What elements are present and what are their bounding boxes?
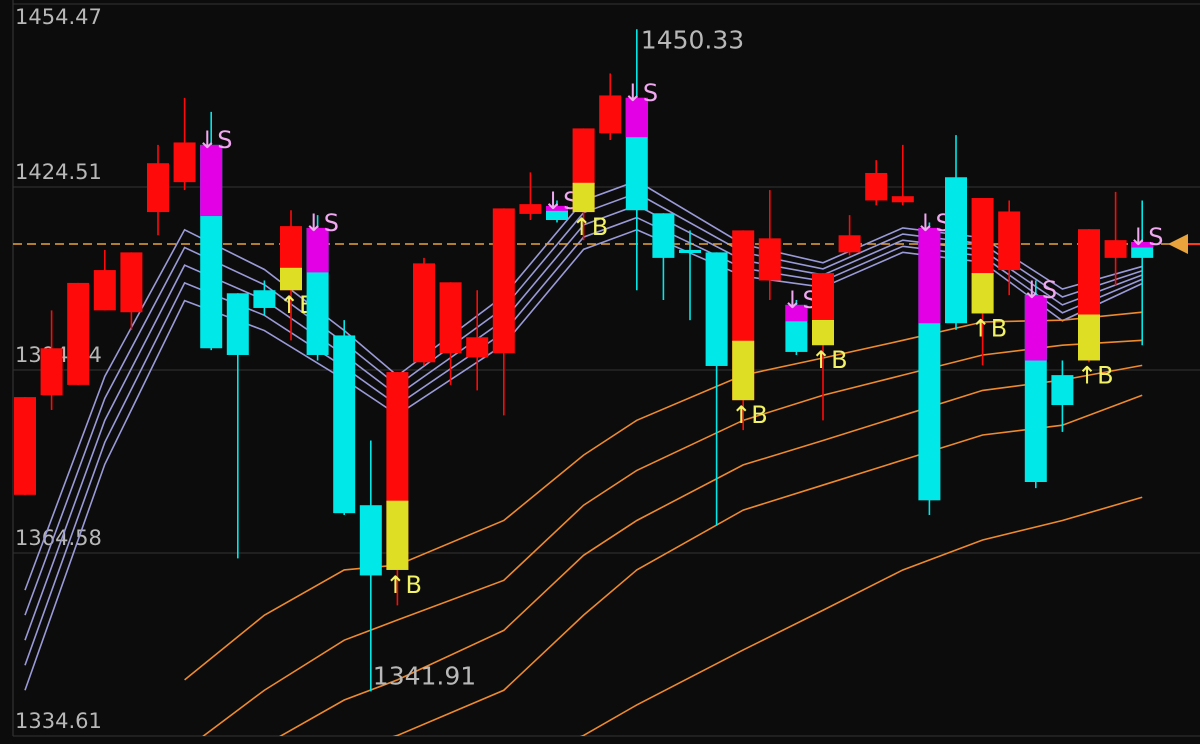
sell-highlight	[918, 227, 941, 324]
sell-highlight	[625, 97, 648, 138]
low-annotation: 1341.91	[373, 661, 476, 690]
candle-body	[439, 282, 462, 354]
candle-body	[492, 208, 515, 354]
buy-highlight	[386, 500, 409, 570]
moving-average-line	[279, 364, 1143, 736]
buy-highlight	[732, 340, 755, 401]
candle-body	[865, 172, 888, 201]
moving-average-line	[579, 496, 1143, 736]
sell-highlight	[785, 304, 808, 322]
buy-highlight	[280, 267, 302, 291]
sell-highlight	[200, 144, 223, 217]
current-price-marker	[1168, 234, 1188, 255]
buy-highlight	[812, 319, 834, 346]
candle-body	[998, 211, 1021, 271]
y-tick-label: 1454.47	[15, 5, 102, 29]
candle-body	[333, 335, 356, 514]
buy-signal: ↑B	[811, 346, 848, 374]
candle-body	[466, 337, 489, 358]
sell-highlight	[1131, 241, 1154, 248]
candle-body	[40, 348, 63, 396]
buy-signal: ↑B	[385, 571, 422, 599]
candle-body	[519, 204, 542, 214]
sell-signal: ↓S	[782, 286, 817, 314]
sell-signal: ↓S	[197, 126, 232, 154]
y-tick-label: 1424.51	[15, 160, 102, 184]
buy-signal: ↑B	[1077, 361, 1114, 389]
buy-highlight	[971, 273, 994, 314]
candle-body	[359, 505, 382, 576]
candle-body	[652, 213, 675, 258]
moving-average-line	[392, 394, 1143, 736]
sell-signal: ↓S	[304, 209, 339, 237]
high-annotation: 1450.33	[641, 25, 744, 54]
candle-body	[945, 177, 967, 324]
sell-signal: ↓S	[1128, 223, 1163, 251]
candle-body	[173, 142, 196, 183]
buy-signal: ↑B	[572, 213, 609, 241]
sell-signal: ↓S	[543, 187, 578, 215]
candle-body	[147, 163, 169, 213]
buy-signal: ↑B	[971, 314, 1008, 342]
candle-body	[14, 397, 36, 495]
buy-highlight	[1078, 314, 1100, 361]
sell-highlight	[306, 227, 329, 273]
sell-highlight	[1024, 295, 1047, 361]
candle-body	[599, 95, 622, 134]
buy-signal: ↑B	[731, 401, 768, 429]
buy-highlight	[572, 182, 595, 213]
sell-highlight	[546, 205, 568, 211]
candle-body	[891, 196, 914, 203]
sell-signal: ↓S	[915, 209, 950, 237]
candle-body	[1104, 240, 1127, 258]
y-tick-label: 1334.61	[15, 709, 102, 733]
candle-body	[226, 293, 249, 355]
sell-signal: ↓S	[623, 79, 658, 107]
candle-body	[413, 263, 435, 363]
candle-body	[838, 235, 861, 253]
candle-body	[120, 252, 143, 313]
candle-body	[705, 252, 728, 366]
candle-body	[93, 270, 116, 311]
candle-body	[1051, 375, 1074, 406]
candle-body	[758, 238, 781, 281]
candle-body	[679, 249, 701, 253]
candle-body	[253, 290, 276, 308]
sell-signal: ↓S	[1022, 276, 1057, 304]
candle-body	[67, 282, 90, 385]
